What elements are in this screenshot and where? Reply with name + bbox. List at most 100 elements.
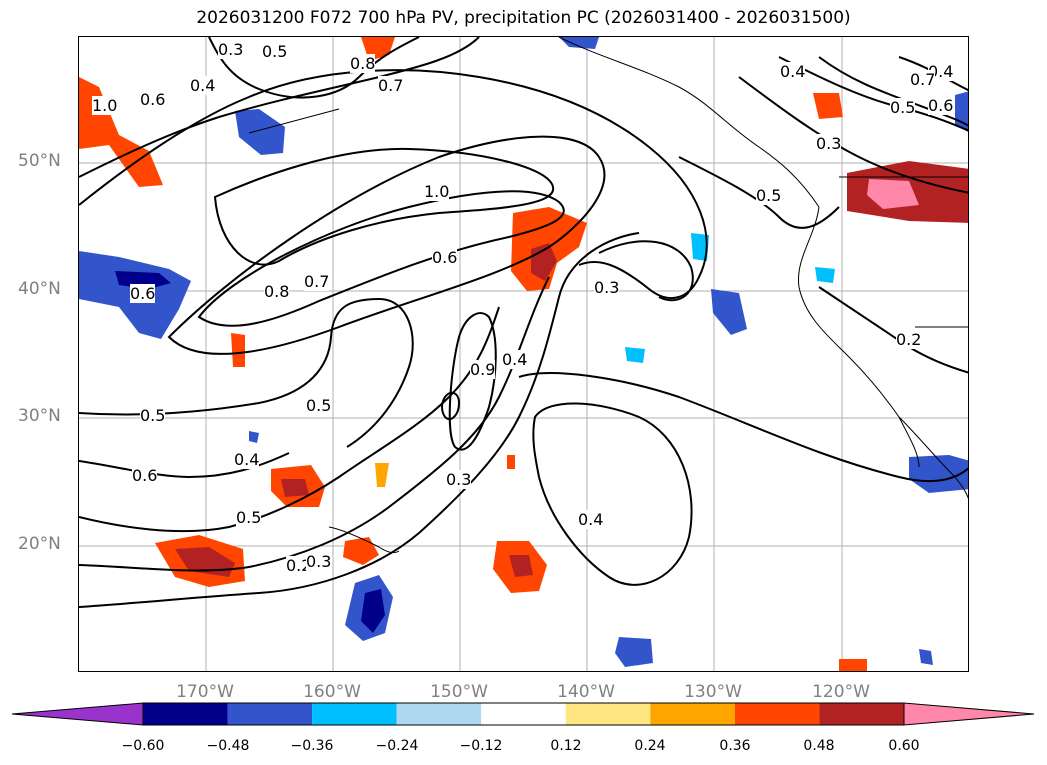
coastline-alaska <box>558 37 820 208</box>
precip-pos-area <box>231 333 245 367</box>
lon-label-130w: 130°W <box>684 682 742 702</box>
contour-label: 0.6 <box>130 284 156 303</box>
precip-pos-area <box>813 93 843 119</box>
coastline-aleutians <box>248 108 340 134</box>
chart-title: 2026031200 F072 700 hPa PV, precipitatio… <box>196 8 851 28</box>
pv-contour-0.3-central <box>598 240 694 302</box>
colorbar-tick: 0.24 <box>634 738 666 754</box>
contour-label: 0.3 <box>306 552 332 571</box>
contour-label: 0.3 <box>816 134 842 153</box>
contour-label: 0.3 <box>446 470 472 489</box>
colorbar-bin-extend-low <box>12 703 143 725</box>
contour-label: 0.5 <box>306 396 332 415</box>
precip-pos-area <box>343 537 379 565</box>
contour-label: 0.4 <box>190 76 216 95</box>
colorbar <box>11 702 1035 726</box>
contour-label: 0.6 <box>432 248 458 267</box>
pv-contour-0.6-mid <box>79 452 290 479</box>
lon-label-170w: 170°W <box>176 682 234 702</box>
precip-neg-area <box>235 109 285 155</box>
colorbar-bin <box>227 703 313 725</box>
pv-contour-0.4-se <box>532 402 693 586</box>
contour-label: 1.0 <box>92 96 118 115</box>
precip-neg-area <box>815 267 835 283</box>
contour-label: 0.9 <box>470 360 496 379</box>
colorbar-tick: −0.24 <box>375 738 419 754</box>
contour-label: 0.8 <box>264 282 290 301</box>
precip-neg-area <box>625 347 645 363</box>
lon-label-140w: 140°W <box>557 682 615 702</box>
coastline-hawaii <box>328 526 400 554</box>
pv-contour-0.2 <box>79 232 640 608</box>
colorbar-tick: 0.36 <box>719 738 751 754</box>
contour-label: 0.6 <box>140 90 166 109</box>
contour-label: 1.0 <box>424 182 450 201</box>
colorbar-bin <box>565 703 651 725</box>
precip-neg-area <box>249 431 259 443</box>
lat-label-30n: 30°N <box>18 406 61 426</box>
colorbar-bin <box>650 703 735 725</box>
contour-label: 0.4 <box>780 62 806 81</box>
colorbar-tick: −0.36 <box>290 738 334 754</box>
pv-contour-0.3-se <box>518 372 968 483</box>
colorbar-bin <box>143 703 228 725</box>
pv-contour-0.3 <box>208 37 420 99</box>
colorbar-bin <box>481 703 566 725</box>
pv-contour-0.3-ne <box>738 76 968 194</box>
precip-negative <box>79 37 968 667</box>
precip-pos-area <box>507 455 515 469</box>
colorbar-tick: 0.12 <box>550 738 582 754</box>
graticule <box>79 37 968 671</box>
precip-neg-area <box>919 649 933 665</box>
contour-label: 0.4 <box>234 450 260 469</box>
coastlines <box>248 37 968 554</box>
contour-label: 0.6 <box>132 466 158 485</box>
precip-neg-core <box>361 589 385 633</box>
precip-neg-area <box>955 91 968 132</box>
pv-contour-0.8 <box>197 190 565 327</box>
colorbar-bin <box>312 703 397 725</box>
precip-pos-area <box>375 463 389 487</box>
contour-label: 0.3 <box>218 40 244 59</box>
precip-neg-core <box>115 271 171 289</box>
pv-contour-0.5-mid <box>79 306 500 533</box>
lon-label-120w: 120°W <box>812 682 870 702</box>
precip-neg-area <box>711 289 747 335</box>
colorbar-tick: −0.48 <box>206 738 250 754</box>
colorbar-bins <box>12 703 1034 725</box>
precip-pos-core <box>281 479 309 497</box>
lon-label-150w: 150°W <box>430 682 488 702</box>
contour-label: 0.5 <box>236 508 262 527</box>
lat-label-50n: 50°N <box>18 151 61 171</box>
colorbar-bin <box>396 703 482 725</box>
precip-neg-area <box>691 233 709 261</box>
contour-label: 0.7 <box>304 272 330 291</box>
lat-label-20n: 20°N <box>18 534 61 554</box>
contour-label: 0.7 <box>910 70 936 89</box>
colorbar-tick: −0.60 <box>121 738 165 754</box>
pv-contour-small-loop <box>441 391 461 421</box>
coastline-north-america-west <box>797 206 968 499</box>
contour-label: 0.6 <box>928 96 954 115</box>
precip-neg-area <box>615 637 653 667</box>
lon-label-160w: 160°W <box>303 682 361 702</box>
contour-label: 0.5 <box>756 186 782 205</box>
precip-neg-area <box>909 455 968 493</box>
pv-contour-1.0 <box>213 147 555 266</box>
pv-contour-0.9 <box>448 312 497 451</box>
contour-label: 0.4 <box>502 350 528 369</box>
precip-pos-core <box>509 555 533 577</box>
contour-label: 0.3 <box>594 278 620 297</box>
colorbar-bin-extend-high <box>904 703 1034 725</box>
contour-label: 0.5 <box>890 98 916 117</box>
precip-neg-area <box>559 37 599 49</box>
colorbar-bin <box>819 703 904 725</box>
contour-label: 0.5 <box>262 42 288 61</box>
colorbar-outline <box>142 702 905 726</box>
pv-contour-0.7 <box>167 135 606 355</box>
colorbar-tick: 0.48 <box>803 738 835 754</box>
contour-label: 0.8 <box>350 54 376 73</box>
colorbar-tick: −0.12 <box>459 738 503 754</box>
precip-pos-area <box>839 659 867 671</box>
pv-contour-0.5-coast <box>678 156 840 229</box>
